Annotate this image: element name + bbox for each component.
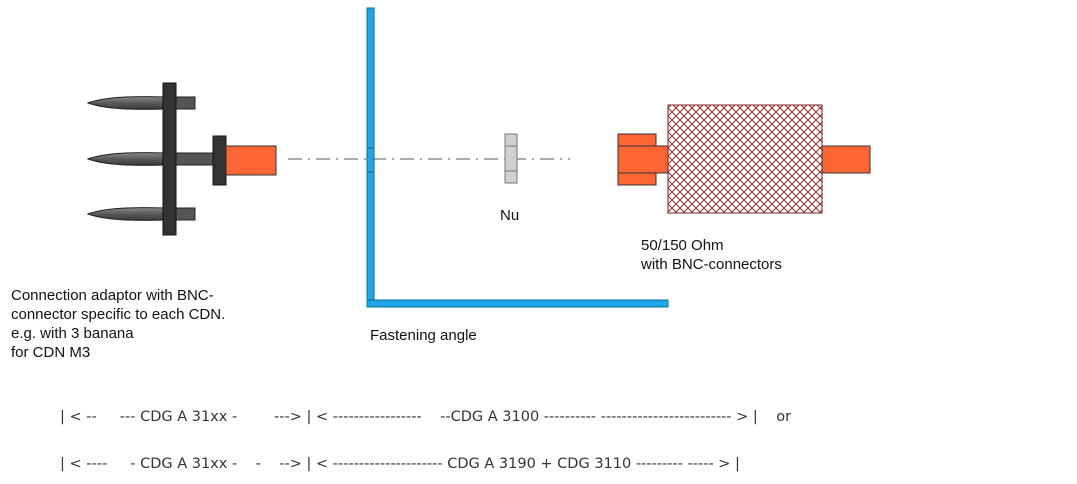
- resistor-label-line2: with BNC-connectors: [641, 256, 782, 273]
- nut-part: [504, 133, 518, 184]
- resistor-right-bnc-connector: [821, 145, 871, 174]
- banana-pin-top: [86, 96, 196, 110]
- adaptor-bnc-connector: [225, 145, 277, 176]
- resistor-body: [667, 104, 823, 214]
- banana-pin-bottom: [86, 207, 196, 221]
- dimension-row-1: | < -- --- CDG A 31xx - ---> | < -------…: [60, 409, 792, 425]
- resistor-label-line1: 50/150 Ohm: [641, 237, 724, 254]
- banana-pin-middle: [86, 152, 216, 166]
- adaptor-label-line4: for CDN M3: [11, 344, 91, 361]
- adaptor-label-line1: Connection adaptor with BNC-: [11, 287, 214, 304]
- adaptor-label-line2: connector specific to each CDN.: [11, 306, 226, 323]
- nut-label: Nu: [500, 207, 520, 224]
- adaptor-plate: [162, 82, 177, 236]
- fastening-angle-label: Fastening angle: [370, 327, 477, 344]
- adaptor-label-line3: e.g. with 3 banana: [11, 325, 134, 342]
- adaptor-flange: [212, 135, 227, 186]
- resistor-left-bnc-connector: [617, 133, 669, 186]
- fastening-angle-bracket: [366, 7, 669, 308]
- dimension-row-2: | < ---- - CDG A 31xx - - --> | < ------…: [60, 456, 740, 472]
